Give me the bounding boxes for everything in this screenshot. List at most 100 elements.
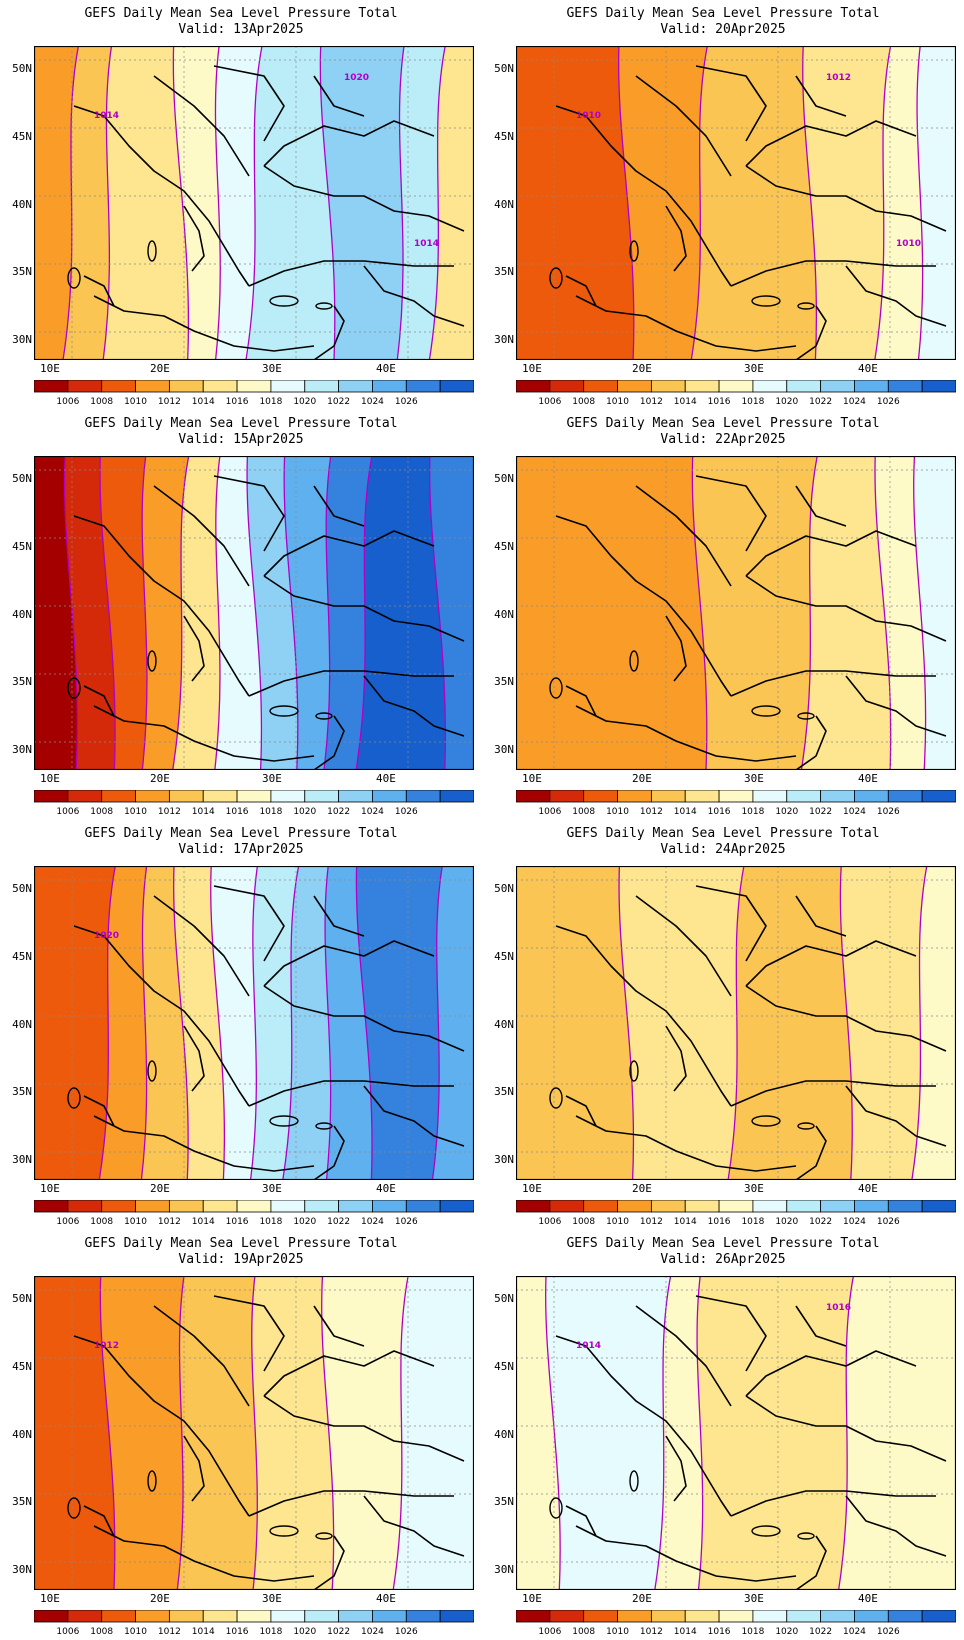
island-outline xyxy=(315,1532,333,1540)
isobar-line xyxy=(102,46,113,360)
colorbar-label: 1022 xyxy=(809,397,832,407)
colorbar-swatch xyxy=(270,1610,306,1623)
island-outline xyxy=(147,1470,157,1492)
latitude-tick-label: 40N xyxy=(12,1428,32,1441)
coastline xyxy=(153,1305,250,1407)
colorbar-label: 1014 xyxy=(674,807,697,817)
latitude-tick-label: 40N xyxy=(494,1018,514,1031)
colorbar-swatch xyxy=(304,790,340,803)
colorbar-swatch xyxy=(854,1610,889,1623)
colorbar-label: 1012 xyxy=(640,1627,663,1637)
panel-valid-date: Valid: 15Apr2025 xyxy=(178,432,304,447)
colorbar-swatch xyxy=(372,1610,407,1623)
colorbar-swatch xyxy=(752,1610,788,1623)
coastline xyxy=(845,1495,947,1557)
longitude-tick-label: 10E xyxy=(522,1592,542,1605)
isobar-line xyxy=(214,46,221,360)
island-outline xyxy=(147,240,157,262)
isobar-label: 1014 xyxy=(94,111,119,121)
colorbar-label: 1024 xyxy=(843,807,866,817)
coastline xyxy=(795,1125,827,1180)
coastline xyxy=(83,275,115,307)
colorbar-label: 1008 xyxy=(90,1217,113,1227)
colorbar-label: 1012 xyxy=(158,397,181,407)
map-frame xyxy=(34,866,474,1180)
colorbar-swatch xyxy=(236,790,272,803)
latitude-tick-label: 50N xyxy=(494,1292,514,1305)
colorbar-label: 1012 xyxy=(640,1217,663,1227)
island-outline xyxy=(67,267,81,289)
colorbar-label: 1010 xyxy=(606,1627,629,1637)
colorbar-swatch xyxy=(405,790,441,803)
island-outline xyxy=(751,1525,781,1537)
panel-title: GEFS Daily Mean Sea Level Pressure Total xyxy=(84,1236,398,1251)
panel-title: GEFS Daily Mean Sea Level Pressure Total xyxy=(84,416,398,431)
island-outline xyxy=(751,705,781,717)
colorbar-swatch xyxy=(854,380,889,393)
coastline xyxy=(313,895,365,937)
colorbar-swatch xyxy=(887,790,923,803)
colorbar-label: 1010 xyxy=(606,807,629,817)
colorbar-swatch xyxy=(820,1610,855,1623)
island-outline xyxy=(629,240,639,262)
map-frame xyxy=(34,46,474,360)
island-outline xyxy=(147,650,157,672)
coastline xyxy=(745,575,947,642)
coastline xyxy=(745,985,947,1052)
panel-valid-date: Valid: 20Apr2025 xyxy=(660,22,786,37)
panel-title: GEFS Daily Mean Sea Level Pressure Total xyxy=(84,826,398,841)
colorbar-swatch xyxy=(583,790,618,803)
isobar-line xyxy=(62,46,80,360)
coastline xyxy=(845,265,947,327)
colorbar-label: 1016 xyxy=(226,397,249,407)
colorbar-swatch xyxy=(439,1200,474,1213)
longitude-tick-label: 40E xyxy=(376,772,396,785)
colorbar-swatch xyxy=(202,790,238,803)
latitude-tick-label: 35N xyxy=(494,675,514,688)
pressure-band xyxy=(429,46,474,360)
colorbar-label: 1018 xyxy=(259,1627,282,1637)
isobar-label: 1012 xyxy=(94,1341,119,1351)
colorbar-label: 1020 xyxy=(775,1217,798,1227)
latitude-tick-label: 45N xyxy=(12,540,32,553)
colorbar-label: 1016 xyxy=(708,1217,731,1227)
colorbar-label: 1018 xyxy=(259,807,282,817)
isobar-line xyxy=(98,866,116,1180)
colorbar-swatch xyxy=(439,790,474,803)
colorbar-swatch xyxy=(270,380,306,393)
coastline xyxy=(845,1085,947,1147)
colorbar-label: 1026 xyxy=(395,1217,418,1227)
island-outline xyxy=(67,1497,81,1519)
colorbar-label: 1008 xyxy=(90,807,113,817)
coastline xyxy=(73,515,250,697)
colorbar-swatch xyxy=(236,380,272,393)
colorbar-label: 1020 xyxy=(775,807,798,817)
isobar-line xyxy=(246,456,263,770)
isobar-line xyxy=(839,866,853,1180)
panel-title: GEFS Daily Mean Sea Level Pressure Total xyxy=(566,416,880,431)
colorbar-label: 1022 xyxy=(809,1627,832,1637)
pressure-map xyxy=(516,866,956,1180)
coastline xyxy=(263,1395,465,1462)
longitude-tick-label: 30E xyxy=(744,1592,764,1605)
colorbar-label: 1014 xyxy=(192,1627,215,1637)
longitude-tick-label: 30E xyxy=(262,362,282,375)
colorbar-swatch xyxy=(583,1200,618,1213)
isobar-line xyxy=(690,46,708,360)
colorbar: 1006 1008 1010 1012 1014 1016 1018 1020 1022 1024… xyxy=(516,380,956,407)
map-frame xyxy=(34,1276,474,1590)
map-frame xyxy=(516,46,956,360)
longitude-tick-label: 10E xyxy=(522,362,542,375)
map-panel: GEFS Daily Mean Sea Level Pressure Total… xyxy=(0,0,482,410)
coastline xyxy=(745,165,947,232)
latitude-tick-label: 45N xyxy=(494,1360,514,1373)
colorbar-swatch xyxy=(752,790,788,803)
colorbar-swatch xyxy=(854,790,889,803)
coastline xyxy=(745,1350,917,1397)
coastline xyxy=(213,65,285,142)
isobar-line xyxy=(176,1276,185,1590)
colorbar-swatch xyxy=(372,790,407,803)
pressure-map: 1014 1020 1014 xyxy=(34,46,474,360)
colorbar-swatch xyxy=(202,1200,238,1213)
colorbar-swatch xyxy=(338,790,373,803)
